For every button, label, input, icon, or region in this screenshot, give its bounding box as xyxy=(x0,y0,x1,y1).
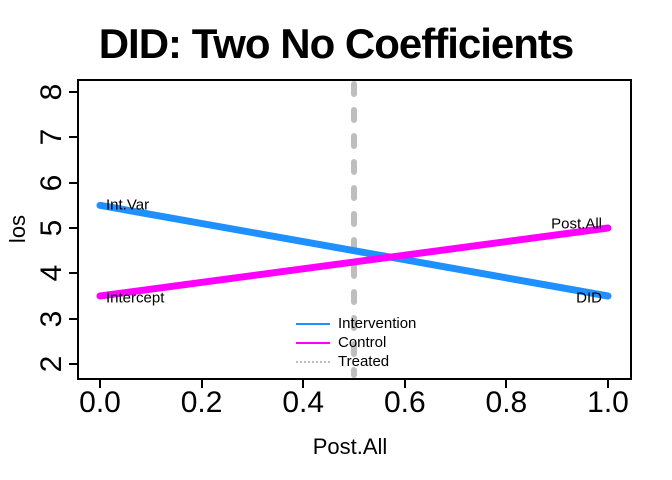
y-tick-mark xyxy=(69,317,77,320)
legend-item-control: Control xyxy=(296,333,416,352)
x-tick-mark xyxy=(403,380,406,388)
series-line-control xyxy=(96,224,612,300)
legend-label-intervention: Intervention xyxy=(338,315,417,332)
legend-item-treated: Treated xyxy=(296,352,416,371)
y-tick-label: 8 xyxy=(35,83,68,101)
x-tick-mark xyxy=(200,380,203,388)
y-tick-label: 5 xyxy=(35,219,68,237)
x-tick-label: 0.0 xyxy=(79,386,121,419)
plot-title: DID: Two No Coefficients xyxy=(98,20,575,67)
y-tick-label: 3 xyxy=(35,310,68,327)
plot-lines-svg xyxy=(96,81,612,378)
y-axis-label: los xyxy=(5,214,30,244)
x-tick-mark xyxy=(607,380,609,388)
y-tick-label: 4 xyxy=(35,264,68,282)
line-label-intercept: Intercept xyxy=(106,289,165,307)
line-label-post-all: Post.All xyxy=(551,215,602,233)
legend-line-sample-control xyxy=(296,341,330,344)
series-line-intervention xyxy=(96,201,612,300)
x-tick-label: 0.8 xyxy=(485,386,528,419)
y-tick-mark xyxy=(69,91,77,93)
x-tick-label: 0.4 xyxy=(282,386,325,419)
legend-line-sample-treated xyxy=(296,360,330,363)
x-tick-label: 0.6 xyxy=(383,386,426,419)
y-tick-mark xyxy=(69,227,77,229)
x-tick-mark xyxy=(99,380,101,388)
legend-line-sample-intervention xyxy=(296,322,330,325)
y-tick-label: 7 xyxy=(35,128,68,146)
x-tick-label: 1.0 xyxy=(587,386,629,419)
x-axis-label: Post.All xyxy=(312,434,388,459)
y-tick-mark xyxy=(69,181,77,184)
y-tick-mark xyxy=(69,136,77,139)
legend-label-treated: Treated xyxy=(338,353,390,370)
legend-label-control: Control xyxy=(338,334,387,351)
y-tick-label: 6 xyxy=(35,174,68,191)
legend: Intervention Control Treated xyxy=(296,314,416,371)
plot-panel: Int.Var Intercept Post.All DID xyxy=(77,79,632,380)
line-label-did: DID xyxy=(576,289,602,307)
y-tick-mark xyxy=(69,363,77,365)
line-label-int-var: Int.Var xyxy=(106,196,150,214)
y-tick-label: 2 xyxy=(35,355,68,373)
legend-item-intervention: Intervention xyxy=(296,314,416,333)
x-tick-mark xyxy=(302,380,305,388)
x-tick-label: 0.2 xyxy=(180,386,223,419)
x-tick-mark xyxy=(505,380,508,388)
y-tick-mark xyxy=(69,272,77,275)
